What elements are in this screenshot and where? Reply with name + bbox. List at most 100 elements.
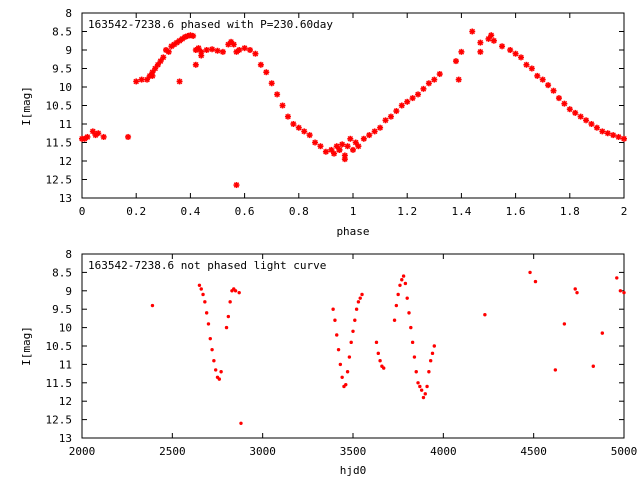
- phased-data-point: [257, 61, 264, 68]
- phased-y-tick-label: 8.5: [52, 26, 72, 39]
- unphased-data-point: [400, 278, 404, 282]
- unphased-x-tick-label: 2000: [69, 445, 96, 458]
- phased-data-point: [452, 58, 459, 65]
- phased-data-point: [154, 61, 161, 68]
- phased-data-point: [593, 124, 600, 131]
- unphased-data-point: [376, 351, 380, 356]
- unphased-data-point: [201, 292, 205, 297]
- unphased-data-point: [418, 384, 422, 389]
- phased-data-point: [241, 45, 248, 52]
- phased-data-point: [341, 156, 348, 163]
- phased-data-point: [233, 182, 240, 189]
- unphased-x-tick-label: 5000: [611, 445, 638, 458]
- unphased-data-point: [409, 325, 413, 330]
- phased-data-point: [499, 43, 506, 50]
- phased-data-point: [149, 72, 156, 79]
- phased-data-point: [366, 132, 373, 139]
- phased-data-point: [523, 61, 530, 68]
- phased-data-point: [295, 124, 302, 131]
- unphased-x-axis-label: hjd0: [340, 464, 367, 477]
- unphased-data-point: [150, 303, 155, 308]
- unphased-data-point: [374, 340, 379, 345]
- unphased-data-point: [349, 340, 353, 345]
- unphased-data-point: [591, 364, 595, 368]
- unphased-data-point: [412, 355, 417, 359]
- unphased-data-point: [210, 347, 214, 352]
- phased-data-point: [485, 35, 492, 42]
- unphased-data-point: [340, 375, 344, 379]
- phased-data-point: [436, 71, 443, 78]
- phased-data-point: [539, 76, 546, 83]
- unphased-data-point: [600, 331, 605, 335]
- phased-data-point: [306, 132, 313, 139]
- unphased-data-point: [427, 370, 431, 374]
- phased-y-axis-label: I[mag]: [20, 86, 33, 126]
- phased-x-tick-label: 0.8: [289, 205, 309, 218]
- unphased-y-tick-label: 12: [59, 395, 72, 408]
- phased-data-point: [100, 133, 107, 140]
- unphased-data-point: [401, 274, 406, 278]
- phased-data-point: [555, 95, 562, 102]
- phased-data-point: [95, 130, 102, 137]
- phased-y-tick-label: 11.5: [46, 137, 73, 150]
- phased-x-tick-label: 1.8: [560, 205, 580, 218]
- unphased-data-point: [228, 300, 232, 304]
- unphased-data-point: [382, 366, 386, 370]
- phased-data-point: [317, 143, 324, 150]
- unphased-data-point: [483, 313, 487, 317]
- phased-data-point: [425, 80, 432, 87]
- unphased-y-tick-label: 11: [59, 358, 72, 371]
- unphased-data-point: [403, 281, 408, 286]
- phased-data-point: [393, 108, 400, 115]
- unphased-x-tick-label: 4000: [430, 445, 457, 458]
- unphased-y-ticks: 8 8.5 9 9.5 10 10.5 11 11.5 12 12.5 13: [46, 248, 624, 445]
- phased-data-point: [610, 132, 617, 139]
- unphased-data-point: [378, 359, 382, 363]
- phased-x-tick-label: 1.6: [506, 205, 526, 218]
- phased-y-tick-label: 11: [59, 118, 72, 131]
- unphased-data-point: [199, 287, 203, 291]
- unphased-data-point: [533, 279, 538, 284]
- phased-data-point: [477, 39, 484, 46]
- phased-x-tick-label: 0.2: [126, 205, 146, 218]
- phased-data-point: [615, 133, 622, 140]
- phased-x-tick-label: 1.2: [397, 205, 417, 218]
- phased-data-point: [190, 32, 197, 39]
- phased-data-point: [583, 117, 590, 124]
- phased-y-tick-label: 12: [59, 155, 72, 168]
- phased-data-point: [133, 78, 140, 85]
- unphased-data-point: [553, 368, 558, 372]
- unphased-chart-title: 163542-7238.6 not phased light curve: [88, 259, 326, 272]
- unphased-data-point: [360, 292, 364, 297]
- phased-data-point: [490, 37, 497, 44]
- unphased-data-point: [414, 370, 418, 374]
- phased-panel: 0 0.2 0.4 0.6 0.8 1 1.2 1.4 1.6 1.8 2 8 8.5 9 9.5 10 10…: [20, 7, 627, 238]
- phased-data-point: [279, 102, 286, 109]
- unphased-data-point: [419, 388, 424, 392]
- phased-data-point: [301, 128, 308, 135]
- unphased-data-point: [428, 359, 433, 363]
- phased-data-point: [561, 100, 568, 107]
- unphased-data-point: [206, 322, 211, 326]
- phased-data-point: [477, 48, 484, 55]
- phased-data-point: [322, 148, 329, 155]
- phased-plot-frame: [81, 12, 625, 199]
- phased-data-point: [89, 128, 96, 135]
- unphased-data-point: [575, 290, 579, 295]
- phased-data-point: [352, 139, 359, 146]
- unphased-y-tick-label: 8.5: [52, 266, 72, 279]
- phased-x-tick-label: 0: [79, 205, 86, 218]
- phased-data-point: [160, 54, 167, 61]
- unphased-data-point: [421, 395, 426, 400]
- unphased-data-point: [347, 355, 352, 359]
- phased-data-point: [290, 121, 297, 127]
- unphased-x-ticks: 2000 2500 3000 3500 4000 4500 5000: [69, 254, 638, 458]
- unphased-data-point: [197, 283, 202, 287]
- phased-data-point: [377, 124, 384, 131]
- phased-data-point: [512, 50, 519, 57]
- unphased-data-point: [416, 381, 420, 385]
- phased-data-point: [230, 41, 237, 48]
- unphased-data-point: [622, 290, 626, 295]
- phased-data-point: [360, 135, 367, 142]
